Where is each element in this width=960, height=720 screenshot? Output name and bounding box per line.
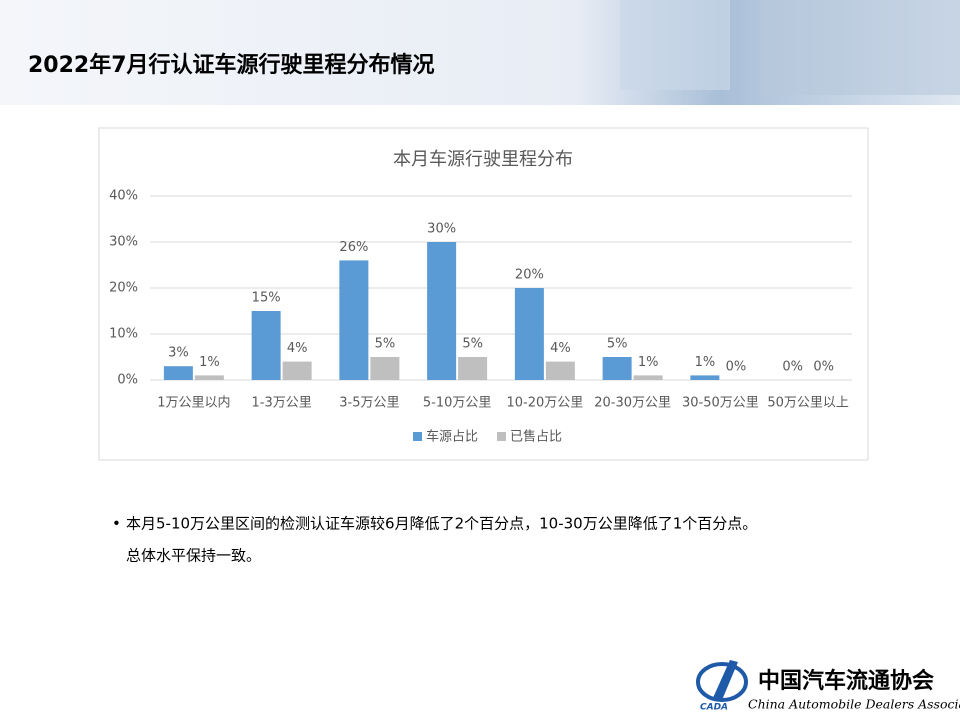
bar	[194, 375, 224, 380]
value-label: 1%	[638, 355, 659, 370]
y-tick-label: 20%	[109, 281, 138, 296]
x-tick-label: 30-50万公里	[682, 396, 759, 411]
value-label: 20%	[515, 268, 544, 283]
legend-label: 已售占比	[510, 429, 562, 445]
bar	[427, 242, 457, 380]
bullet-text: 本月5-10万公里区间的检测认证车源较6月降低了2个百分点，10-30万公里降低…	[126, 515, 757, 533]
plot: 0% 10% 20% 30% 40% 1万公里以内 3% 1% 1-3万公里 15% 4% 3-5万公…	[109, 189, 852, 445]
value-label: 0%	[726, 360, 747, 375]
value-label: 5%	[375, 337, 396, 352]
y-tick-label: 30%	[109, 235, 138, 250]
value-label: 0%	[813, 360, 834, 375]
bullet-dot: •	[112, 515, 121, 533]
header-decoration	[620, 0, 730, 90]
bar	[545, 361, 575, 380]
logo-mark: CADA	[700, 703, 728, 713]
y-tick-label: 40%	[109, 189, 138, 204]
bullet-text: 总体水平保持一致。	[126, 547, 261, 565]
y-tick-label: 0%	[117, 373, 138, 388]
value-label: 5%	[462, 337, 483, 352]
value-label: 1%	[695, 355, 716, 370]
x-tick-label: 1万公里以内	[157, 395, 230, 411]
value-label: 3%	[168, 346, 189, 361]
chart-title: 本月车源行驶里程分布	[393, 149, 573, 170]
value-label: 0%	[782, 360, 803, 375]
x-tick-label: 20-30万公里	[594, 396, 671, 411]
x-tick-label: 50万公里以上	[767, 396, 849, 411]
logo-en: China Automobile Dealers Association	[748, 697, 960, 712]
bar	[282, 361, 312, 380]
bar	[370, 357, 400, 380]
value-label: 1%	[199, 355, 220, 370]
x-tick-label: 3-5万公里	[339, 396, 399, 411]
legend-swatch	[413, 432, 422, 441]
bar	[514, 288, 544, 380]
value-label: 5%	[607, 337, 628, 352]
y-tick-label: 10%	[109, 327, 138, 342]
legend-label: 车源占比	[426, 429, 478, 445]
x-tick-label: 10-20万公里	[506, 396, 583, 411]
value-label: 15%	[252, 291, 281, 306]
bar	[339, 260, 369, 380]
value-label: 4%	[550, 341, 571, 356]
bar	[458, 357, 488, 380]
value-label: 26%	[339, 240, 368, 255]
slide-title: 2022年7月行认证车源行驶里程分布情况	[28, 52, 435, 78]
bar	[690, 375, 720, 380]
value-label: 30%	[427, 222, 456, 237]
x-tick-label: 5-10万公里	[423, 396, 492, 411]
bar	[251, 311, 281, 380]
logo-icon	[712, 660, 738, 700]
chart-frame	[98, 127, 869, 461]
bar	[633, 375, 663, 380]
bar	[163, 366, 193, 380]
logo-cn: 中国汽车流通协会	[758, 668, 934, 694]
value-label: 4%	[287, 341, 308, 356]
legend-swatch	[497, 432, 506, 441]
x-tick-label: 1-3万公里	[252, 396, 312, 411]
bar	[602, 357, 632, 380]
header-decoration	[760, 0, 960, 95]
